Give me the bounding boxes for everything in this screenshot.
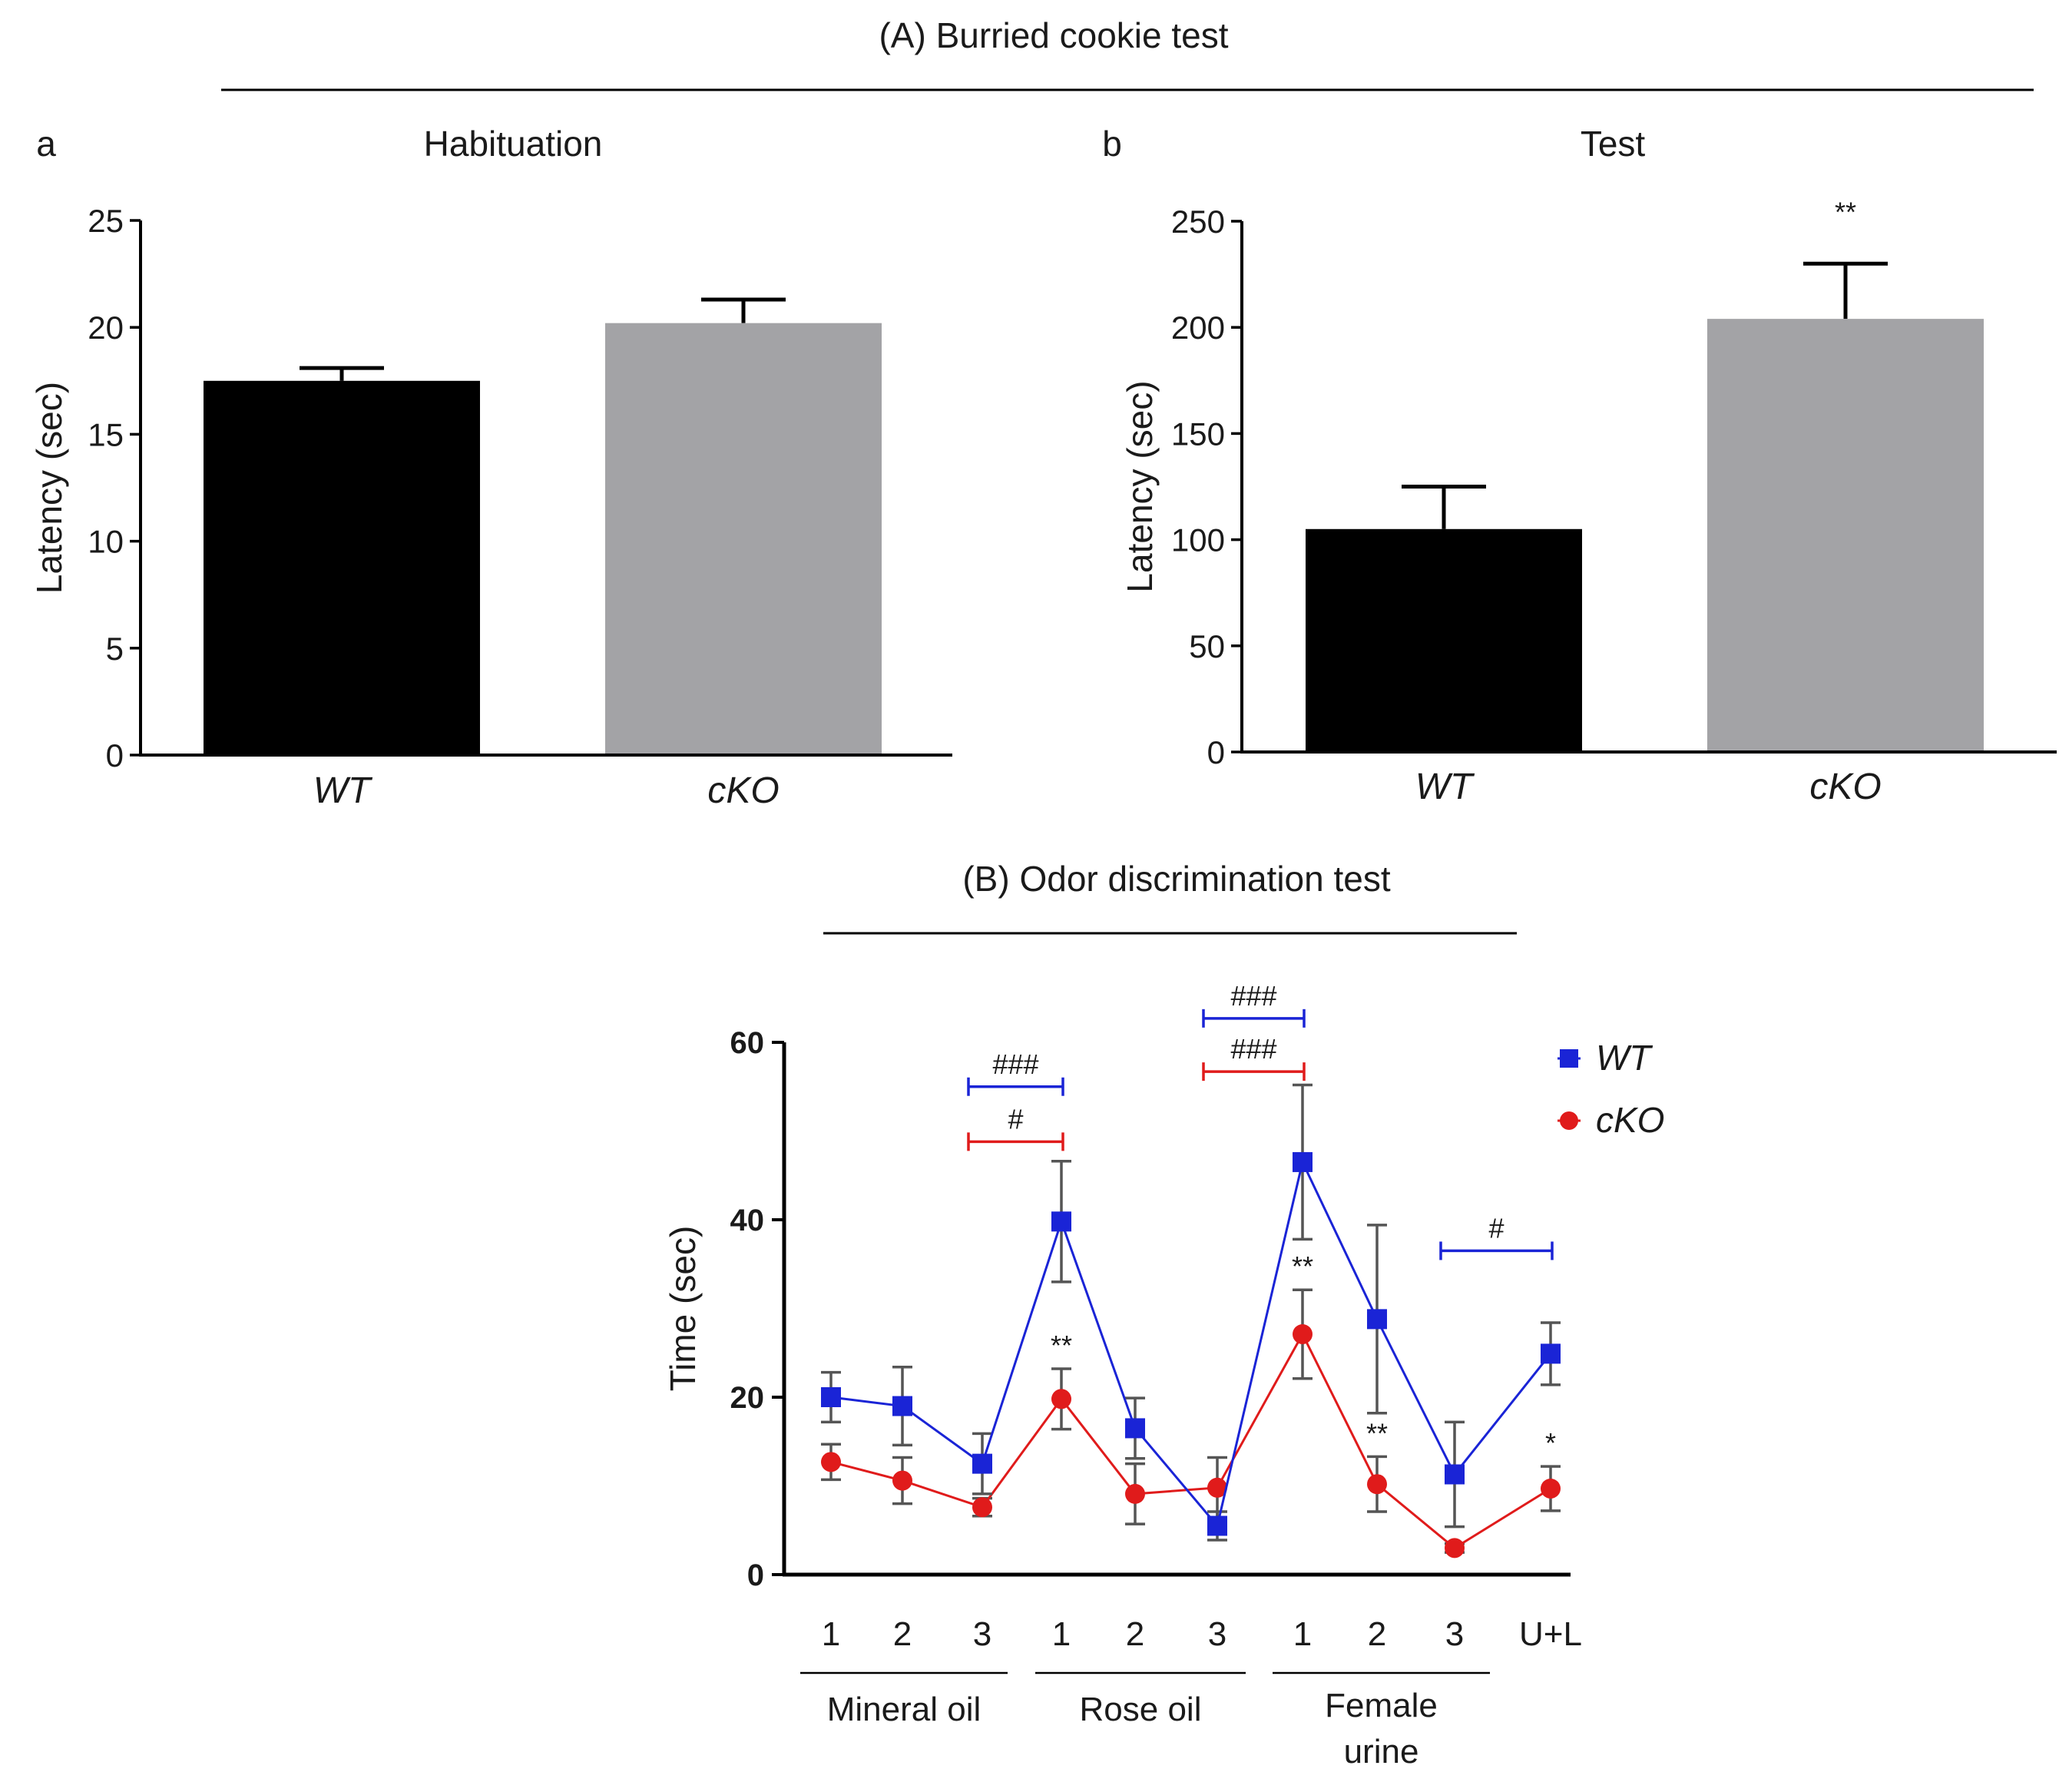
y-tick-label: 200 bbox=[1171, 310, 1225, 346]
y-tick-label: 15 bbox=[88, 416, 124, 452]
panel-a-habituation-chart: a Habituation Latency (sec) WT cKO 0 5 10 15 20 25 bbox=[29, 124, 952, 811]
y-tick-label: 50 bbox=[1189, 628, 1225, 664]
data-point-wt bbox=[1445, 1464, 1465, 1485]
x-tick-label: 3 bbox=[1208, 1615, 1226, 1653]
x-tick-label: 3 bbox=[1445, 1615, 1464, 1653]
bar-cKO bbox=[1707, 319, 1984, 752]
data-point-wt bbox=[1051, 1211, 1071, 1232]
series-line-cko bbox=[830, 1331, 1551, 1550]
data-point-wt bbox=[892, 1396, 912, 1416]
y-tick-label: 150 bbox=[1171, 416, 1225, 452]
data-point-wt bbox=[972, 1453, 992, 1474]
x-tick-label: 1 bbox=[1293, 1615, 1312, 1653]
legend-marker-cko bbox=[1560, 1111, 1578, 1130]
x-tick-label: 2 bbox=[893, 1615, 912, 1653]
x-tick-label-cKO: cKO bbox=[1809, 767, 1881, 807]
data-point-cko bbox=[892, 1470, 912, 1491]
y-tick-label: 250 bbox=[1171, 204, 1225, 240]
section-b-title: (B) Odor discrimination test bbox=[962, 859, 1390, 899]
data-point-wt bbox=[1125, 1418, 1145, 1439]
chart-title: Test bbox=[1581, 124, 1646, 164]
data-point-cko bbox=[1293, 1323, 1313, 1344]
y-tick-label: 20 bbox=[730, 1381, 765, 1415]
data-point-cko bbox=[1051, 1389, 1071, 1409]
legend-label-wt: WT bbox=[1596, 1038, 1653, 1078]
y-tick-label: 10 bbox=[88, 524, 124, 560]
comparison-label: ### bbox=[1230, 1033, 1276, 1065]
y-tick-label: 40 bbox=[730, 1204, 765, 1237]
x-tick-label: 1 bbox=[1052, 1615, 1071, 1653]
data-point-wt bbox=[1293, 1151, 1313, 1172]
y-tick-label: 0 bbox=[747, 1558, 764, 1592]
x-tick-label: 3 bbox=[973, 1615, 991, 1653]
group-label: Rose oil bbox=[1080, 1691, 1202, 1728]
significance-marker: * bbox=[1545, 1427, 1556, 1459]
comparison-label: ### bbox=[992, 1048, 1038, 1080]
comparison-label: ### bbox=[1230, 980, 1276, 1012]
bar-WT bbox=[1306, 528, 1582, 752]
y-axis-label: Latency (sec) bbox=[29, 382, 69, 594]
legend-label-cko: cKO bbox=[1596, 1100, 1664, 1140]
data-point-cko bbox=[1541, 1478, 1561, 1499]
y-tick-label: 0 bbox=[1207, 734, 1225, 770]
odor-discrimination-chart: 0 20 40 60 Time (sec) 1 2 3 1 2 3 1 2 3 U+L Mineral oil… bbox=[663, 980, 1664, 1770]
data-point-cko bbox=[1367, 1474, 1387, 1495]
data-point-wt bbox=[1367, 1309, 1387, 1330]
y-tick-label: 100 bbox=[1171, 522, 1225, 558]
data-point-cko bbox=[972, 1497, 992, 1518]
bar-WT bbox=[204, 380, 480, 755]
group-label: Female urine bbox=[1325, 1687, 1438, 1770]
data-point-wt bbox=[1207, 1515, 1227, 1536]
significance-marker: ** bbox=[1051, 1330, 1072, 1361]
panel-label: b bbox=[1102, 124, 1122, 164]
series-line-wt bbox=[830, 1158, 1552, 1529]
significance-marker: ** bbox=[1366, 1417, 1388, 1449]
y-axis-label: Time (sec) bbox=[663, 1226, 703, 1392]
data-point-wt bbox=[821, 1387, 841, 1407]
data-point-cko bbox=[1445, 1538, 1465, 1558]
chart-title: Habituation bbox=[424, 124, 603, 164]
x-tick-label: 2 bbox=[1126, 1615, 1144, 1653]
y-tick-label: 20 bbox=[88, 310, 124, 346]
x-tick-label-WT: WT bbox=[313, 770, 373, 811]
group-label: Mineral oil bbox=[827, 1691, 982, 1728]
significance-marker: ** bbox=[1292, 1250, 1313, 1282]
bar-cKO bbox=[605, 323, 882, 756]
y-tick-label: 60 bbox=[730, 1026, 765, 1060]
data-point-cko bbox=[1125, 1483, 1145, 1504]
comparison-label: # bbox=[1488, 1212, 1504, 1244]
x-tick-label: 2 bbox=[1368, 1615, 1386, 1653]
x-tick-label-WT: WT bbox=[1415, 767, 1475, 807]
significance-marker: ** bbox=[1835, 196, 1856, 227]
y-tick-label: 25 bbox=[88, 203, 124, 239]
comparison-label: # bbox=[1008, 1103, 1023, 1134]
y-tick-label: 5 bbox=[106, 631, 124, 667]
data-point-cko bbox=[821, 1452, 841, 1472]
y-tick-label: 0 bbox=[106, 737, 124, 773]
panel-label: a bbox=[36, 124, 56, 164]
x-tick-label-cKO: cKO bbox=[707, 770, 779, 811]
x-tick-label: U+L bbox=[1519, 1615, 1582, 1653]
panel-b-test-chart: b Test Latency (sec) WT cKO 0 50 100 150 200 250 ** bbox=[1102, 124, 2057, 807]
y-axis-label: Latency (sec) bbox=[1120, 380, 1160, 592]
legend-marker-wt bbox=[1560, 1049, 1578, 1068]
section-a-title: (A) Burried cookie test bbox=[879, 15, 1228, 55]
x-tick-label: 1 bbox=[822, 1615, 840, 1653]
data-point-wt bbox=[1541, 1343, 1561, 1364]
data-point-cko bbox=[1207, 1477, 1227, 1498]
